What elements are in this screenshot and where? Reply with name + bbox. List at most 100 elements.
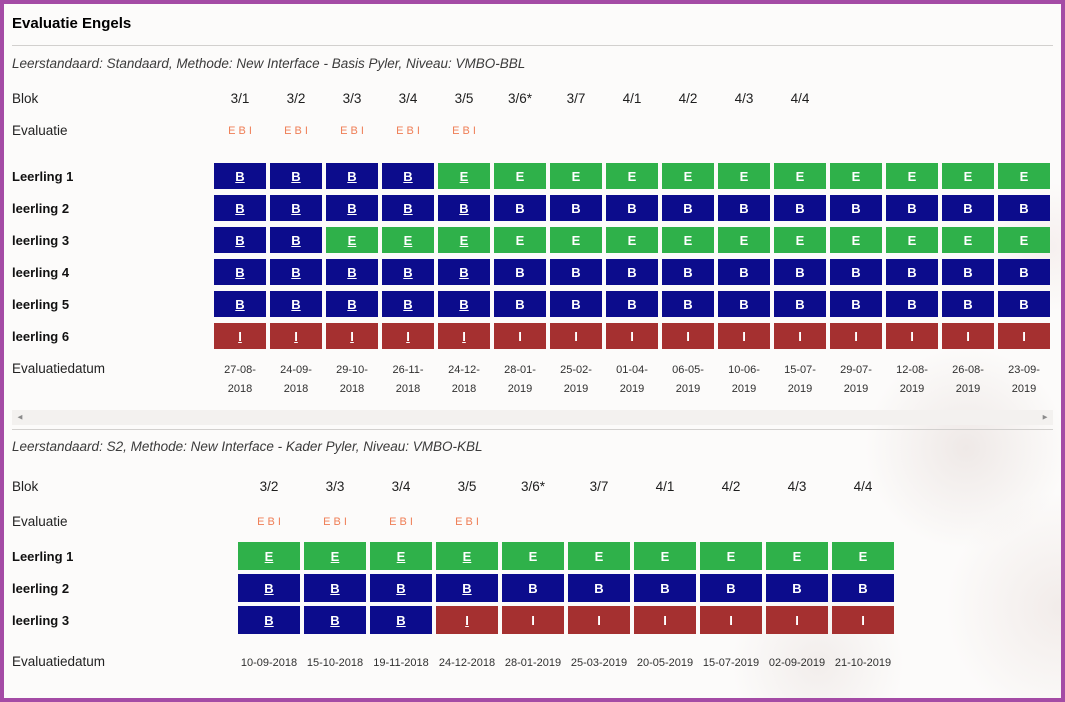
grade-cell[interactable]: B [270,259,322,285]
horizontal-scrollbar[interactable]: ◄ ► [12,410,1053,425]
evaluation-date: 26-08-2019 [952,364,984,395]
evaluatie-option-link[interactable]: E [396,124,404,137]
scroll-left-icon[interactable]: ◄ [16,412,24,422]
grade-letter: I [238,328,242,344]
evaluatie-option-link[interactable]: B [399,515,407,528]
grade-cell[interactable]: B [270,227,322,253]
grade-cell[interactable]: E [238,542,300,570]
grade-letter: B [963,200,973,216]
evaluatie-option-link[interactable]: B [238,124,246,137]
grade-cell[interactable]: B [304,606,366,634]
grade-cell: I [568,606,630,634]
grade-cell[interactable]: B [370,606,432,634]
grade-cell[interactable]: I [214,323,266,349]
grade-cell[interactable]: B [382,291,434,317]
grade-cell[interactable]: B [326,291,378,317]
grade-cell[interactable]: B [214,227,266,253]
evaluatie-option-link[interactable]: B [406,124,414,137]
grade-cell[interactable]: E [438,163,490,189]
grade-letter: E [403,232,413,248]
evaluatie-option-link[interactable]: I [472,124,476,137]
grade-cell: I [634,606,696,634]
grade-letter: B [347,168,357,184]
evaluatie-option-link[interactable]: I [409,515,413,528]
grade-cell[interactable]: B [382,163,434,189]
evaluatie-option-link[interactable]: E [257,515,265,528]
grade-cell[interactable]: E [436,542,498,570]
grade-letter: I [742,328,746,344]
grade-cell: B [774,291,826,317]
grade-letter: I [861,612,865,628]
grade-cell[interactable]: I [382,323,434,349]
grade-letter: B [403,264,413,280]
grade-cell[interactable]: B [438,291,490,317]
grade-letter: E [963,168,973,184]
grade-cell[interactable]: B [326,163,378,189]
grade-letter: E [1019,168,1029,184]
evaluatie-option-link[interactable]: B [465,515,473,528]
grade-cell[interactable]: B [382,259,434,285]
grade-cell: B [502,574,564,602]
evaluatie-option-link[interactable]: I [360,124,364,137]
grade-cell[interactable]: E [438,227,490,253]
grade-cell: B [550,195,602,221]
grade-cell[interactable]: E [304,542,366,570]
grade-cell[interactable]: B [270,291,322,317]
grade-cell[interactable]: I [436,606,498,634]
grade-cell[interactable]: B [436,574,498,602]
grade-cell[interactable]: B [438,195,490,221]
evaluatie-option-link[interactable]: I [304,124,308,137]
grade-cell[interactable]: B [382,195,434,221]
evaluatie-option-link[interactable]: I [343,515,347,528]
scroll-right-icon[interactable]: ► [1041,412,1049,422]
evaluatie-option-link[interactable]: I [416,124,420,137]
evaluatie-option-link[interactable]: B [267,515,275,528]
evaluatie-option-link[interactable]: E [323,515,331,528]
evaluatie-option-link[interactable]: B [350,124,358,137]
grade-cell[interactable]: B [238,606,300,634]
grade-cell[interactable]: B [370,574,432,602]
grade-cell[interactable]: I [270,323,322,349]
grade-cell: B [774,195,826,221]
evaluatie-option-link[interactable]: I [475,515,479,528]
grade-letter: B [683,264,693,280]
grade-cell[interactable]: B [214,259,266,285]
grade-cell[interactable]: B [214,291,266,317]
grade-cell[interactable]: B [214,163,266,189]
grade-cell[interactable]: E [382,227,434,253]
grade-letter: B [515,200,525,216]
evaluatie-option-link[interactable]: I [277,515,281,528]
evaluatie-option-link[interactable]: E [284,124,292,137]
evaluatie-option-link[interactable]: B [333,515,341,528]
grade-cell[interactable]: B [304,574,366,602]
evaluatie-option-link[interactable]: E [452,124,460,137]
evaluatie-option-link[interactable]: E [340,124,348,137]
grade-cell[interactable]: B [438,259,490,285]
student-row: leerling 3 B B B I I I I I I I [12,606,1053,634]
student-row: Leerling 1 B B B B E E E E E E E E E E E [12,163,1053,189]
grade-cell[interactable]: E [370,542,432,570]
evaluatie-option-link[interactable]: B [294,124,302,137]
grade-cell: I [886,323,938,349]
grade-cell[interactable]: B [326,259,378,285]
grade-cell[interactable]: B [238,574,300,602]
grade-letter: B [594,580,604,596]
grade-cell[interactable]: I [438,323,490,349]
grade-cell[interactable]: I [326,323,378,349]
evaluatie-option-link[interactable]: E [455,515,463,528]
evaluatie-option-link[interactable]: E [228,124,236,137]
grade-cell[interactable]: B [214,195,266,221]
grade-cell[interactable]: E [326,227,378,253]
grade-cell[interactable]: B [270,163,322,189]
grade-cell[interactable]: B [270,195,322,221]
evaluatie-option-link[interactable]: I [248,124,252,137]
evaluation-date: 24-12-2018 [448,364,480,395]
grade-letter: E [396,548,406,564]
grade-letter: B [683,296,693,312]
evaluatie-option-link[interactable]: B [462,124,470,137]
evaluatie-option-link[interactable]: E [389,515,397,528]
grade-cell[interactable]: B [326,195,378,221]
